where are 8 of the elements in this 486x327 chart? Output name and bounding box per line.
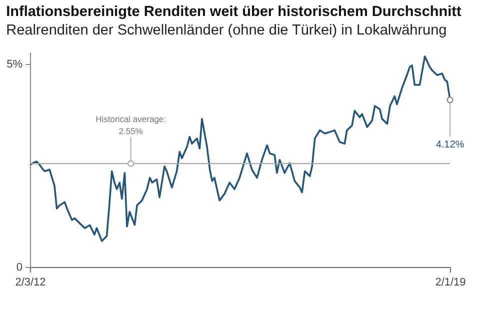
x-tick-label: 2/1/19 — [435, 276, 466, 288]
y-tick-label: 0 — [16, 262, 22, 274]
chart-subtitle: Realrenditen der Schwellenländer (ohne die Türkei) in Lokalwährung — [6, 22, 447, 38]
ref-line-label: Historical average: 2.55% — [96, 114, 166, 136]
chart-title: Inflationsbereinigte Renditen weit über historischem Durchschnitt — [6, 4, 462, 20]
annotation: 4.12% — [436, 139, 464, 150]
y-tick-label: 5% — [6, 58, 23, 71]
x-tick-label: 2/3/12 — [15, 276, 46, 288]
